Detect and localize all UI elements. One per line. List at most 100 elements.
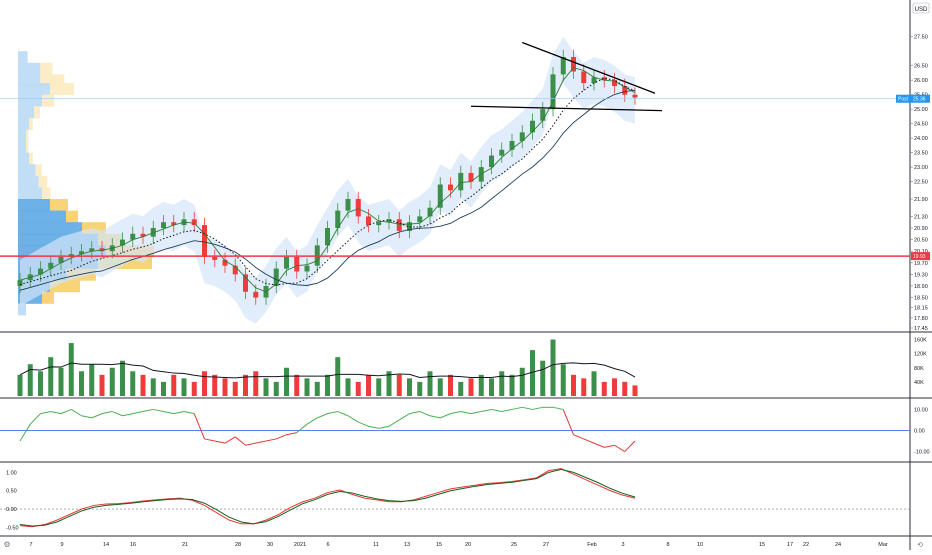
volume-profile-row <box>18 199 50 212</box>
candle-body <box>232 265 238 275</box>
candle-body <box>243 274 248 292</box>
oscillator-segment <box>429 415 441 419</box>
volume-profile-row-sell <box>50 83 74 96</box>
oscillator-segment <box>450 411 461 415</box>
candle-body <box>366 216 371 226</box>
candle-body <box>571 56 576 72</box>
trendline-upper[interactable] <box>522 41 656 94</box>
price-tick-label: 21.90 <box>914 197 928 203</box>
candle-body <box>468 172 474 182</box>
macd-line <box>19 468 636 528</box>
volume-bar <box>540 360 546 396</box>
candle-body <box>499 149 505 156</box>
oscillator-segment <box>193 413 205 440</box>
candle-body <box>325 228 330 246</box>
oscillator-segment <box>40 411 51 415</box>
oscillator-segment <box>388 419 400 427</box>
ma-fast <box>19 67 636 293</box>
candle-body <box>335 210 341 228</box>
oscillator-segment <box>552 406 564 410</box>
volume-bar <box>212 374 218 396</box>
oscillator-segment <box>419 411 431 417</box>
currency-badge[interactable] <box>912 2 930 14</box>
volume-profile-row <box>18 129 26 142</box>
oscillator-segment <box>214 440 226 444</box>
macd-tick-label: 1.00 <box>6 470 17 476</box>
candle-body <box>458 172 464 191</box>
volume-bar <box>109 367 115 396</box>
volume-profile-row-sell <box>35 164 42 177</box>
trendline-lower[interactable] <box>470 105 663 112</box>
volume-bar <box>314 381 320 396</box>
candle-body <box>581 71 587 84</box>
volume-bar <box>48 357 54 396</box>
volume-bars <box>17 339 638 396</box>
auto-scale-icon[interactable]: ⟲ <box>917 542 923 549</box>
volume-bar <box>58 367 64 396</box>
candle-body <box>17 280 23 286</box>
candle-body <box>540 109 546 121</box>
volume-bar <box>560 364 566 396</box>
volume-profile-row <box>18 106 34 119</box>
settings-icon[interactable]: ⚙ <box>3 540 10 549</box>
candle-body <box>560 56 566 75</box>
svg-text:⚙: ⚙ <box>3 540 10 549</box>
price-levels <box>0 98 910 257</box>
candle-body <box>222 259 228 266</box>
candle-body <box>376 222 382 226</box>
last-price-tag: Post <box>898 97 909 103</box>
price-tick-label: 17.80 <box>914 316 928 322</box>
time-tick-label: 7 <box>29 542 32 548</box>
time-tick-label: 22 <box>803 542 809 548</box>
volume-bar <box>448 374 453 396</box>
time-tick-label: 24 <box>835 542 841 548</box>
volume-bar <box>150 378 156 396</box>
candle-body <box>284 256 289 269</box>
oscillator-segment <box>245 442 256 446</box>
volume-bar <box>581 378 587 396</box>
candle-body <box>273 268 279 286</box>
currency-label: USD <box>915 7 928 13</box>
last-price-badge[interactable] <box>896 94 930 103</box>
oscillator-segment <box>306 417 318 425</box>
triangle-trendlines[interactable] <box>470 41 663 112</box>
candle-body <box>130 233 136 240</box>
band-fill <box>20 36 635 324</box>
time-tick-label: 28 <box>235 542 241 548</box>
volume-bar <box>191 381 197 396</box>
price-tick-label: 25.00 <box>914 107 928 113</box>
volume-bar <box>591 371 597 396</box>
volume-bar <box>253 371 259 396</box>
volume-bar <box>489 378 494 396</box>
volume-profile-row <box>18 175 39 188</box>
time-tick-label: 14 <box>103 542 109 548</box>
oscillator-segment <box>347 415 359 423</box>
volume-bar <box>171 374 177 396</box>
support-badge[interactable] <box>911 252 930 261</box>
volume-bar <box>79 371 84 396</box>
candle-body <box>591 77 597 84</box>
candle-body <box>161 222 166 228</box>
candle-body <box>150 228 156 237</box>
oscillator-segment <box>50 411 62 415</box>
time-tick-label: 17 <box>787 542 793 548</box>
volume-bar <box>284 367 289 396</box>
price-tick-label: 21.30 <box>914 214 928 220</box>
volume-bar <box>202 371 207 396</box>
oscillator-segment <box>81 415 92 419</box>
volume-profile-row <box>18 187 42 200</box>
price-tick-label: 19.70 <box>914 261 928 267</box>
volume-bar <box>232 381 238 396</box>
price-tick-label: 24.00 <box>914 136 928 142</box>
ma-mid <box>19 77 636 286</box>
oscillator-segment <box>460 411 472 415</box>
volume-profile-row <box>18 117 30 130</box>
volume-profile-row <box>18 62 41 75</box>
volume-profile-row <box>18 94 42 107</box>
volume-profile-row-sell <box>42 291 54 304</box>
volume-profile-row-sell <box>26 141 29 154</box>
oscillator-segment <box>583 438 595 444</box>
candle-body <box>294 256 300 272</box>
